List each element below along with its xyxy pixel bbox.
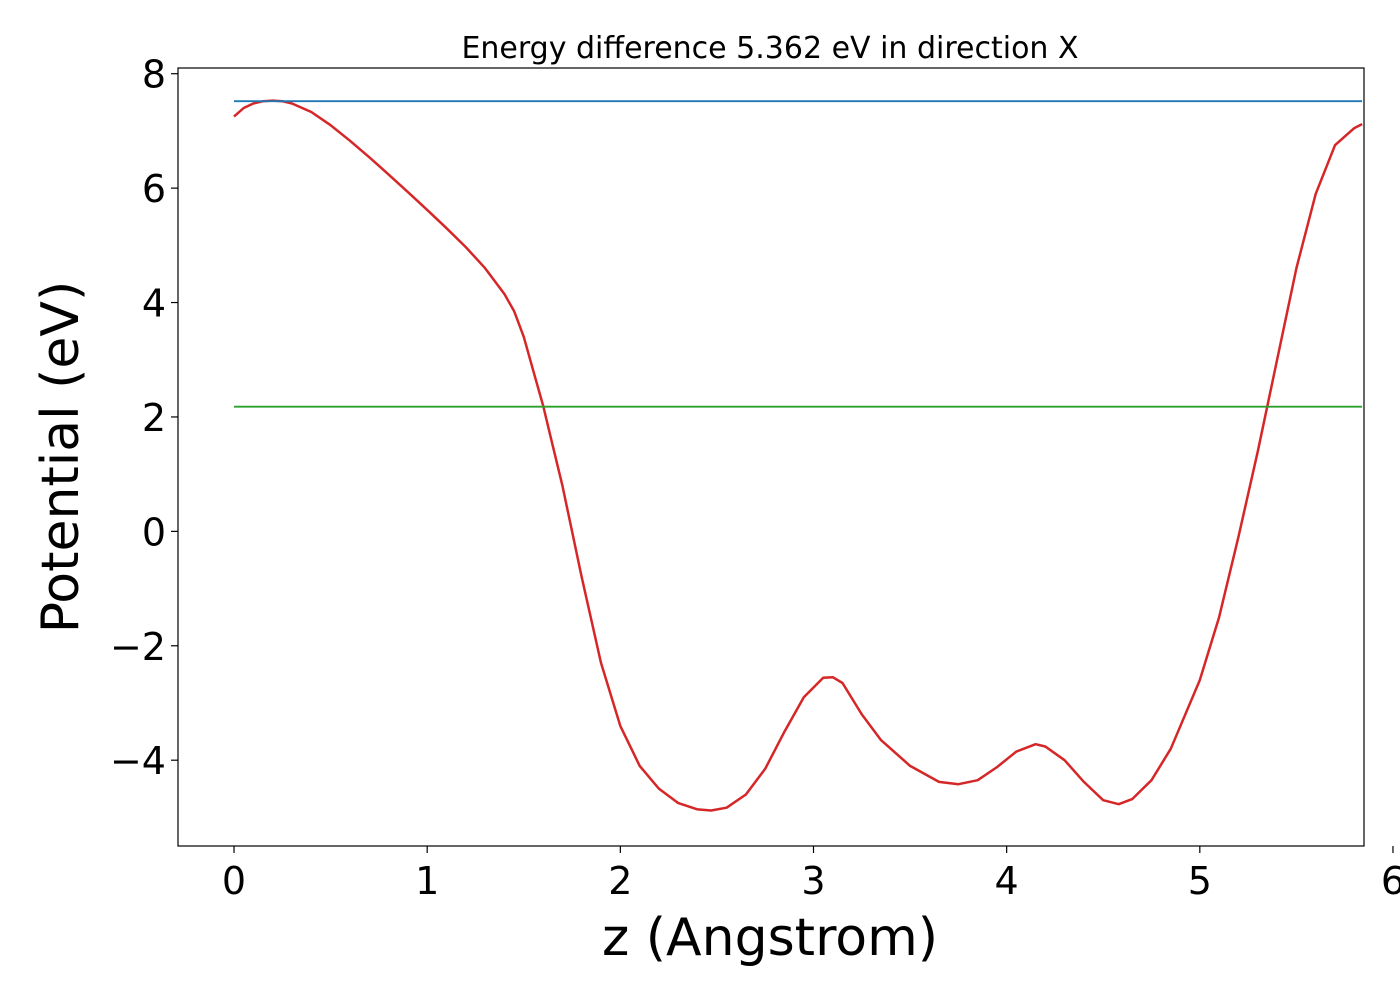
series-line-0: [233, 99, 1363, 812]
y-tick-label: −2: [110, 625, 166, 669]
chart-title: Energy difference 5.362 eV in direction …: [461, 31, 1078, 66]
x-axis: 0 1 2 3 4 5 6: [222, 846, 1400, 903]
x-tick-label: 1: [415, 859, 439, 903]
x-tick-label: 3: [801, 859, 825, 903]
y-tick-label: 2: [142, 396, 166, 440]
x-axis-label: z (Angstrom): [602, 908, 938, 968]
y-tick-label: 8: [142, 53, 166, 97]
y-tick-label: 4: [142, 282, 166, 326]
x-tick-label: 5: [1188, 859, 1212, 903]
x-tick-label: 2: [608, 859, 632, 903]
x-tick-label: 4: [995, 859, 1019, 903]
x-tick-label: 6: [1381, 859, 1400, 903]
series-lines: [233, 99, 1363, 812]
x-tick-label: 0: [222, 859, 246, 903]
y-tick-label: 0: [142, 510, 166, 554]
y-axis-label: Potential (eV): [31, 281, 91, 633]
y-tick-label: 6: [142, 167, 166, 211]
plot-area-frame: [177, 67, 1365, 847]
y-tick-label: −4: [110, 739, 166, 783]
y-axis: −4 −2 0 2 4 6 8: [110, 53, 178, 783]
